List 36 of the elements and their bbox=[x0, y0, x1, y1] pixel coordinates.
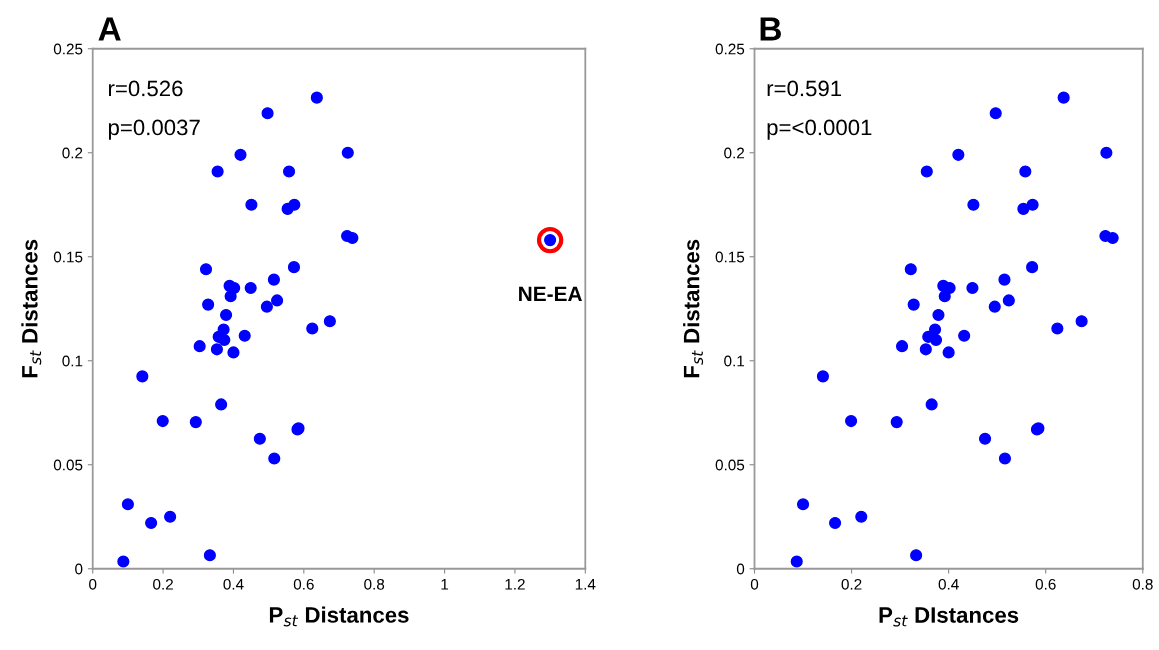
x-tick-label: 0.6 bbox=[1035, 578, 1056, 590]
annotation: r=0.526 bbox=[108, 80, 183, 97]
y-tick-label: 0.1 bbox=[62, 355, 83, 367]
annotation: p=<0.0001 bbox=[767, 119, 872, 140]
y-tick-label: 0.2 bbox=[62, 147, 83, 159]
x-tick-label: 1 bbox=[441, 579, 449, 590]
y-tick-label: 0 bbox=[75, 563, 83, 575]
x-axis-title: P$_{st}$ Distances bbox=[269, 606, 409, 627]
x-tick-label: 0.2 bbox=[153, 578, 173, 590]
chart-title: A bbox=[98, 17, 121, 41]
y-tick-label: 0.05 bbox=[715, 459, 745, 471]
annotation: p=0.0037 bbox=[108, 119, 200, 140]
chart-title: B bbox=[760, 17, 781, 41]
y-tick-label: 0.05 bbox=[53, 459, 83, 471]
x-tick-label: 1.4 bbox=[575, 579, 596, 590]
y-tick-label: 0.25 bbox=[53, 43, 83, 55]
x-tick-label: 0.2 bbox=[841, 578, 862, 590]
y-tick-label: 0.2 bbox=[724, 147, 745, 159]
x-tick-label: 0 bbox=[750, 578, 759, 590]
annotation: r=0.591 bbox=[767, 80, 842, 97]
y-tick-label: 0.25 bbox=[715, 43, 745, 55]
y-tick-label: 0.15 bbox=[715, 251, 745, 263]
x-tick-label: 0.6 bbox=[293, 578, 314, 590]
y-axis-title: F$_{st}$ Distances bbox=[683, 239, 704, 378]
x-tick-label: 0.4 bbox=[223, 578, 244, 590]
x-tick-label: 0 bbox=[89, 578, 97, 590]
x-axis-title: P$_{st}$ DIstances bbox=[879, 607, 1019, 627]
y-tick-label: 0.1 bbox=[724, 355, 745, 367]
y-axis-title: F$_{st}$ Distances bbox=[21, 239, 42, 378]
x-tick-label: 0.4 bbox=[938, 578, 959, 590]
y-tick-label: 0.15 bbox=[53, 251, 83, 263]
y-tick-label: 0 bbox=[736, 563, 745, 575]
x-tick-label: 0.8 bbox=[364, 578, 385, 590]
x-tick-label: 0.8 bbox=[1132, 578, 1153, 590]
annotation: NE-EA bbox=[519, 286, 582, 302]
x-tick-label: 1.2 bbox=[505, 578, 525, 590]
